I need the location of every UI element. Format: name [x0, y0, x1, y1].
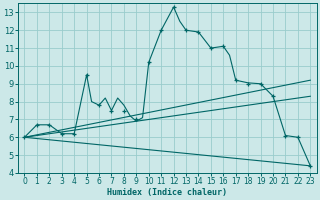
X-axis label: Humidex (Indice chaleur): Humidex (Indice chaleur)	[108, 188, 228, 197]
